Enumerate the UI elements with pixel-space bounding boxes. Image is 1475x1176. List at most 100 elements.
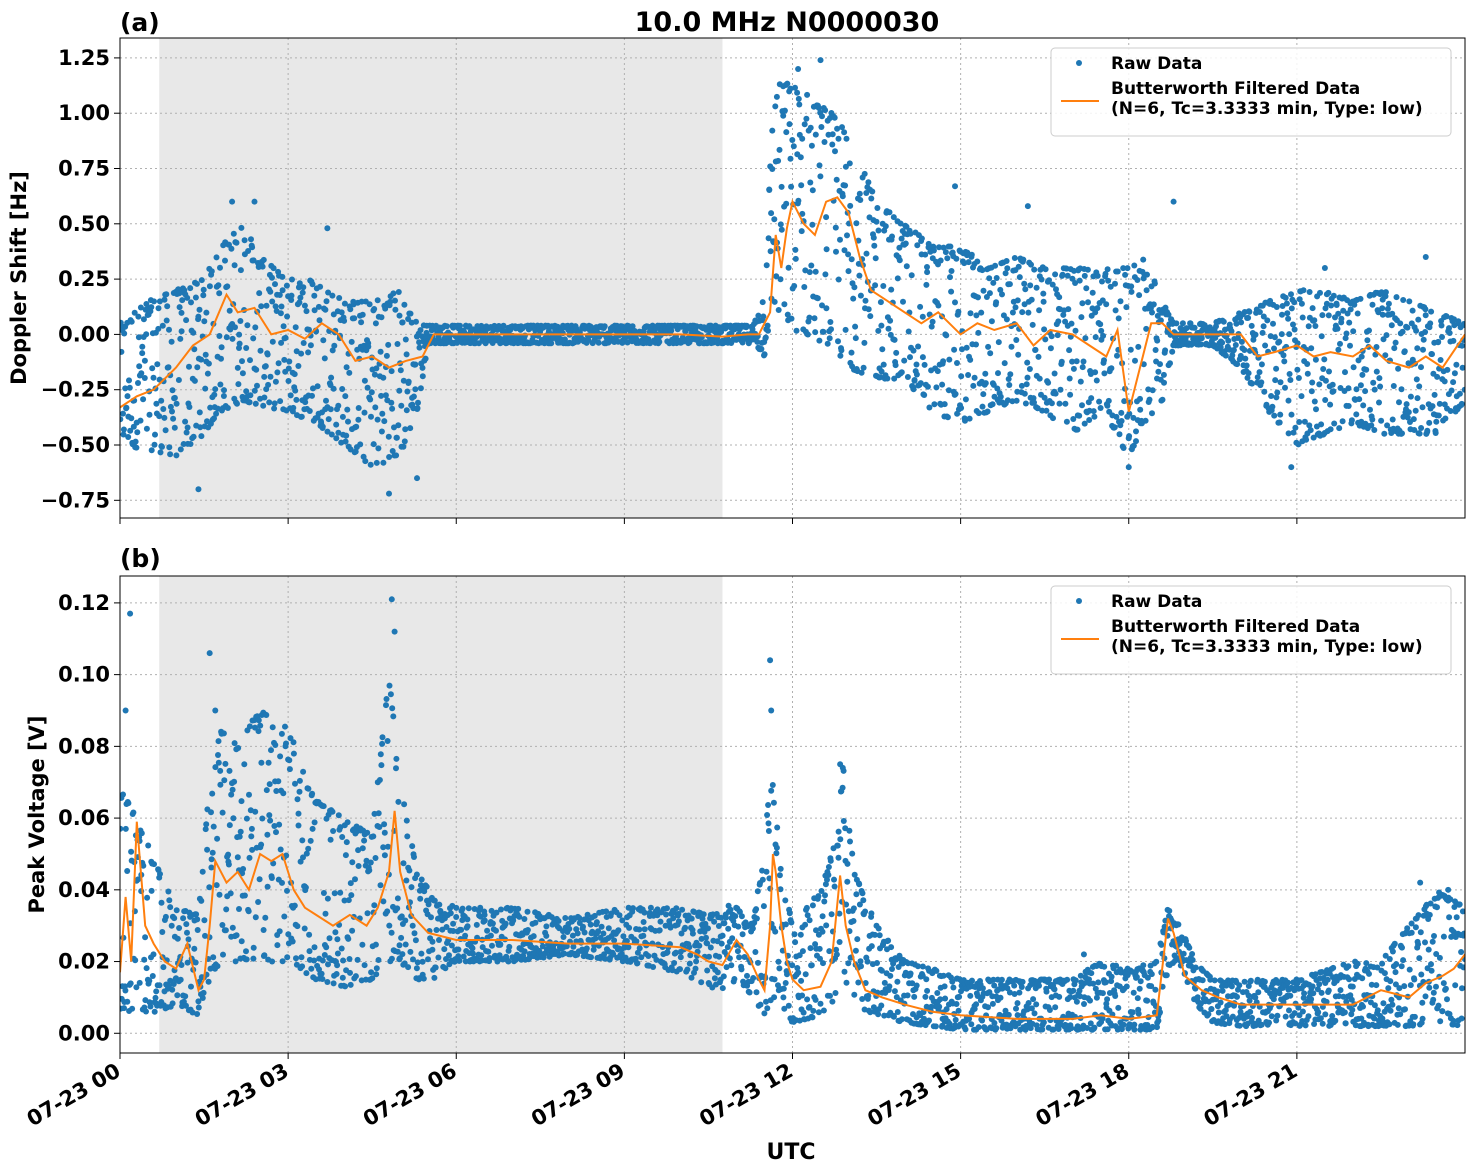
raw-data-point	[125, 800, 131, 806]
raw-data-point	[1121, 1022, 1127, 1028]
raw-data-point	[236, 906, 242, 912]
raw-data-point	[1164, 972, 1170, 978]
raw-data-point	[760, 299, 766, 305]
raw-data-point	[389, 930, 395, 936]
raw-data-point	[875, 328, 881, 334]
raw-data-point	[1144, 998, 1150, 1004]
raw-data-point	[832, 884, 838, 890]
raw-data-point	[795, 970, 801, 976]
raw-data-point	[414, 475, 420, 481]
raw-data-point	[253, 914, 259, 920]
raw-data-point	[1370, 380, 1376, 386]
raw-data-point	[1189, 951, 1195, 957]
raw-data-point	[774, 825, 780, 831]
raw-data-point	[401, 801, 407, 807]
raw-data-point	[266, 760, 272, 766]
raw-data-point	[283, 335, 289, 341]
raw-data-point	[1237, 1023, 1243, 1029]
raw-data-point	[310, 826, 316, 832]
raw-data-point	[221, 777, 227, 783]
raw-data-point	[852, 872, 858, 878]
raw-data-point	[866, 306, 872, 312]
raw-data-point	[1269, 404, 1275, 410]
raw-data-point	[278, 847, 284, 853]
raw-data-point	[1379, 305, 1385, 311]
raw-data-point	[357, 441, 363, 447]
raw-data-point	[744, 973, 750, 979]
raw-data-point	[754, 989, 760, 995]
raw-data-point	[969, 978, 975, 984]
raw-data-point	[311, 958, 317, 964]
raw-data-point	[782, 897, 788, 903]
raw-data-point	[418, 951, 424, 957]
raw-data-point	[1149, 410, 1155, 416]
raw-data-point	[156, 413, 162, 419]
raw-data-point	[356, 863, 362, 869]
raw-data-point	[458, 927, 464, 933]
raw-data-point	[347, 956, 353, 962]
raw-data-point	[1083, 285, 1089, 291]
raw-data-point	[1021, 281, 1027, 287]
raw-data-point	[725, 944, 731, 950]
raw-data-point	[829, 999, 835, 1005]
raw-data-point	[838, 347, 844, 353]
raw-data-point	[1335, 326, 1341, 332]
raw-data-point	[207, 283, 213, 289]
raw-data-point	[259, 816, 265, 822]
raw-data-point	[265, 884, 271, 890]
raw-data-point	[658, 919, 664, 925]
raw-data-point	[165, 889, 171, 895]
raw-data-point	[1274, 1013, 1280, 1019]
raw-data-point	[1236, 982, 1242, 988]
raw-data-point	[178, 446, 184, 452]
raw-data-point	[188, 984, 194, 990]
raw-data-point	[323, 944, 329, 950]
raw-data-point	[1002, 360, 1008, 366]
raw-data-point	[1085, 267, 1091, 273]
raw-data-point	[967, 357, 973, 363]
raw-data-point	[803, 971, 809, 977]
raw-data-point	[926, 1018, 932, 1024]
raw-data-point	[211, 824, 217, 830]
raw-data-point	[800, 948, 806, 954]
raw-data-point	[809, 962, 815, 968]
raw-data-point	[641, 919, 647, 925]
raw-data-point	[1370, 302, 1376, 308]
raw-data-point	[152, 1009, 158, 1015]
raw-data-point	[230, 815, 236, 821]
raw-data-point	[362, 458, 368, 464]
raw-data-point	[1261, 323, 1267, 329]
raw-data-point	[270, 339, 276, 345]
raw-data-point	[1098, 405, 1104, 411]
raw-data-point	[1272, 334, 1278, 340]
raw-data-point	[412, 386, 418, 392]
raw-data-point	[980, 985, 986, 991]
raw-data-point	[1124, 984, 1130, 990]
raw-data-point	[279, 274, 285, 280]
raw-data-point	[1299, 301, 1305, 307]
raw-data-point	[1285, 980, 1291, 986]
raw-data-point	[1318, 421, 1324, 427]
raw-data-point	[238, 267, 244, 273]
raw-data-point	[270, 724, 276, 730]
raw-data-point	[808, 125, 814, 131]
raw-data-point	[406, 868, 412, 874]
raw-data-point	[933, 384, 939, 390]
raw-data-point	[320, 958, 326, 964]
raw-data-point	[795, 66, 801, 72]
raw-data-point	[1112, 424, 1118, 430]
raw-data-point	[860, 890, 866, 896]
raw-data-point	[1269, 1013, 1275, 1019]
raw-data-point	[120, 792, 126, 798]
raw-data-point	[936, 1004, 942, 1010]
raw-data-point	[375, 445, 381, 451]
raw-data-point	[874, 219, 880, 225]
raw-data-point	[1289, 412, 1295, 418]
raw-data-point	[296, 811, 302, 817]
raw-data-point	[1281, 352, 1287, 358]
raw-data-point	[664, 905, 670, 911]
raw-data-point	[129, 319, 135, 325]
raw-data-point	[404, 389, 410, 395]
raw-data-point	[1394, 294, 1400, 300]
raw-data-point	[780, 113, 786, 119]
